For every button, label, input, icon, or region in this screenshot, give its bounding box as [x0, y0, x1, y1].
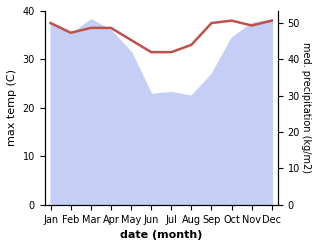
Y-axis label: max temp (C): max temp (C): [7, 69, 17, 146]
X-axis label: date (month): date (month): [120, 230, 203, 240]
Y-axis label: med. precipitation (kg/m2): med. precipitation (kg/m2): [301, 42, 311, 173]
